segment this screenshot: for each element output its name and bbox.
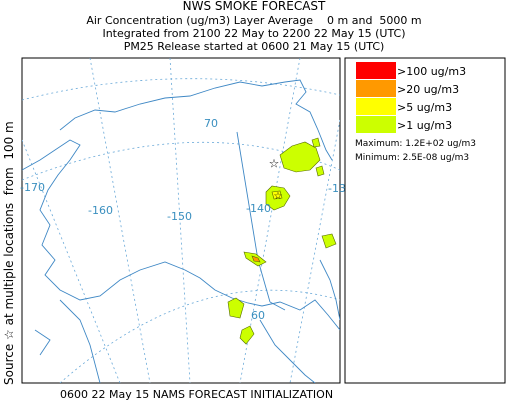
legend-label: >1 ug/m3 bbox=[397, 119, 452, 132]
smoke-area bbox=[271, 190, 283, 200]
longitude-label: -140 bbox=[246, 202, 271, 215]
coastline bbox=[319, 259, 340, 321]
graticule bbox=[169, 58, 191, 383]
smoke-plumes: ☆ ☆ bbox=[227, 137, 337, 345]
latitude-label: 70 bbox=[204, 117, 218, 130]
minimum: Minimum: 2.5E-08 ug/m3 bbox=[355, 153, 469, 163]
smoke-area bbox=[251, 255, 261, 263]
longitude-label: -150 bbox=[167, 210, 192, 223]
maximum: Maximum: 1.2E+02 ug/m3 bbox=[355, 139, 476, 149]
smoke-area bbox=[315, 165, 325, 177]
legend-label: >100 ug/m3 bbox=[397, 65, 466, 78]
latitude-label: 60 bbox=[251, 309, 265, 322]
graticule bbox=[22, 78, 340, 101]
border bbox=[269, 301, 286, 311]
source-label: Source ☆ at multiple locations from 100 … bbox=[2, 121, 16, 385]
legend-label: >20 ug/m3 bbox=[397, 83, 459, 96]
source-marker: ☆ bbox=[269, 157, 280, 171]
graticule bbox=[59, 289, 340, 383]
smoke-area bbox=[279, 141, 321, 173]
coastline bbox=[22, 139, 340, 331]
map: ☆ ☆ -170 -160 -150 -140 -130 70 60 bbox=[20, 57, 353, 384]
smoke-area bbox=[227, 297, 245, 319]
graticule bbox=[89, 58, 151, 383]
subtitle: Air Concentration (ug/m3) Layer Average … bbox=[86, 14, 421, 27]
legend-swatch bbox=[356, 116, 396, 133]
legend: >100 ug/m3 >20 ug/m3 >5 ug/m3 >1 ug/m3 Maxi… bbox=[344, 57, 506, 384]
legend-swatch bbox=[356, 98, 396, 115]
map-frame bbox=[21, 57, 341, 384]
coastline bbox=[34, 329, 51, 356]
smoke-area bbox=[311, 137, 321, 148]
subtitle: PM25 Release started at 0600 21 May 15 (… bbox=[124, 40, 385, 53]
longitude-label: -160 bbox=[88, 204, 113, 217]
smoke-area bbox=[321, 233, 337, 249]
legend-swatch bbox=[356, 80, 396, 97]
coastline bbox=[59, 79, 333, 161]
title: NWS SMOKE FORECAST bbox=[183, 0, 326, 13]
source-marker: ☆ bbox=[274, 191, 283, 202]
longitude-label: -170 bbox=[20, 181, 45, 194]
legend-items: >100 ug/m3 >20 ug/m3 >5 ug/m3 >1 ug/m3 bbox=[356, 62, 466, 133]
footer: 0600 22 May 15 NAMS FORECAST INITIALIZAT… bbox=[60, 388, 333, 401]
subtitle: Integrated from 2100 22 May to 2200 22 M… bbox=[102, 27, 405, 40]
legend-label: >5 ug/m3 bbox=[397, 101, 452, 114]
smoke-area bbox=[239, 325, 255, 345]
coastline bbox=[259, 319, 316, 383]
legend-swatch bbox=[356, 62, 396, 79]
coastline bbox=[59, 299, 101, 383]
graticule bbox=[22, 139, 121, 383]
